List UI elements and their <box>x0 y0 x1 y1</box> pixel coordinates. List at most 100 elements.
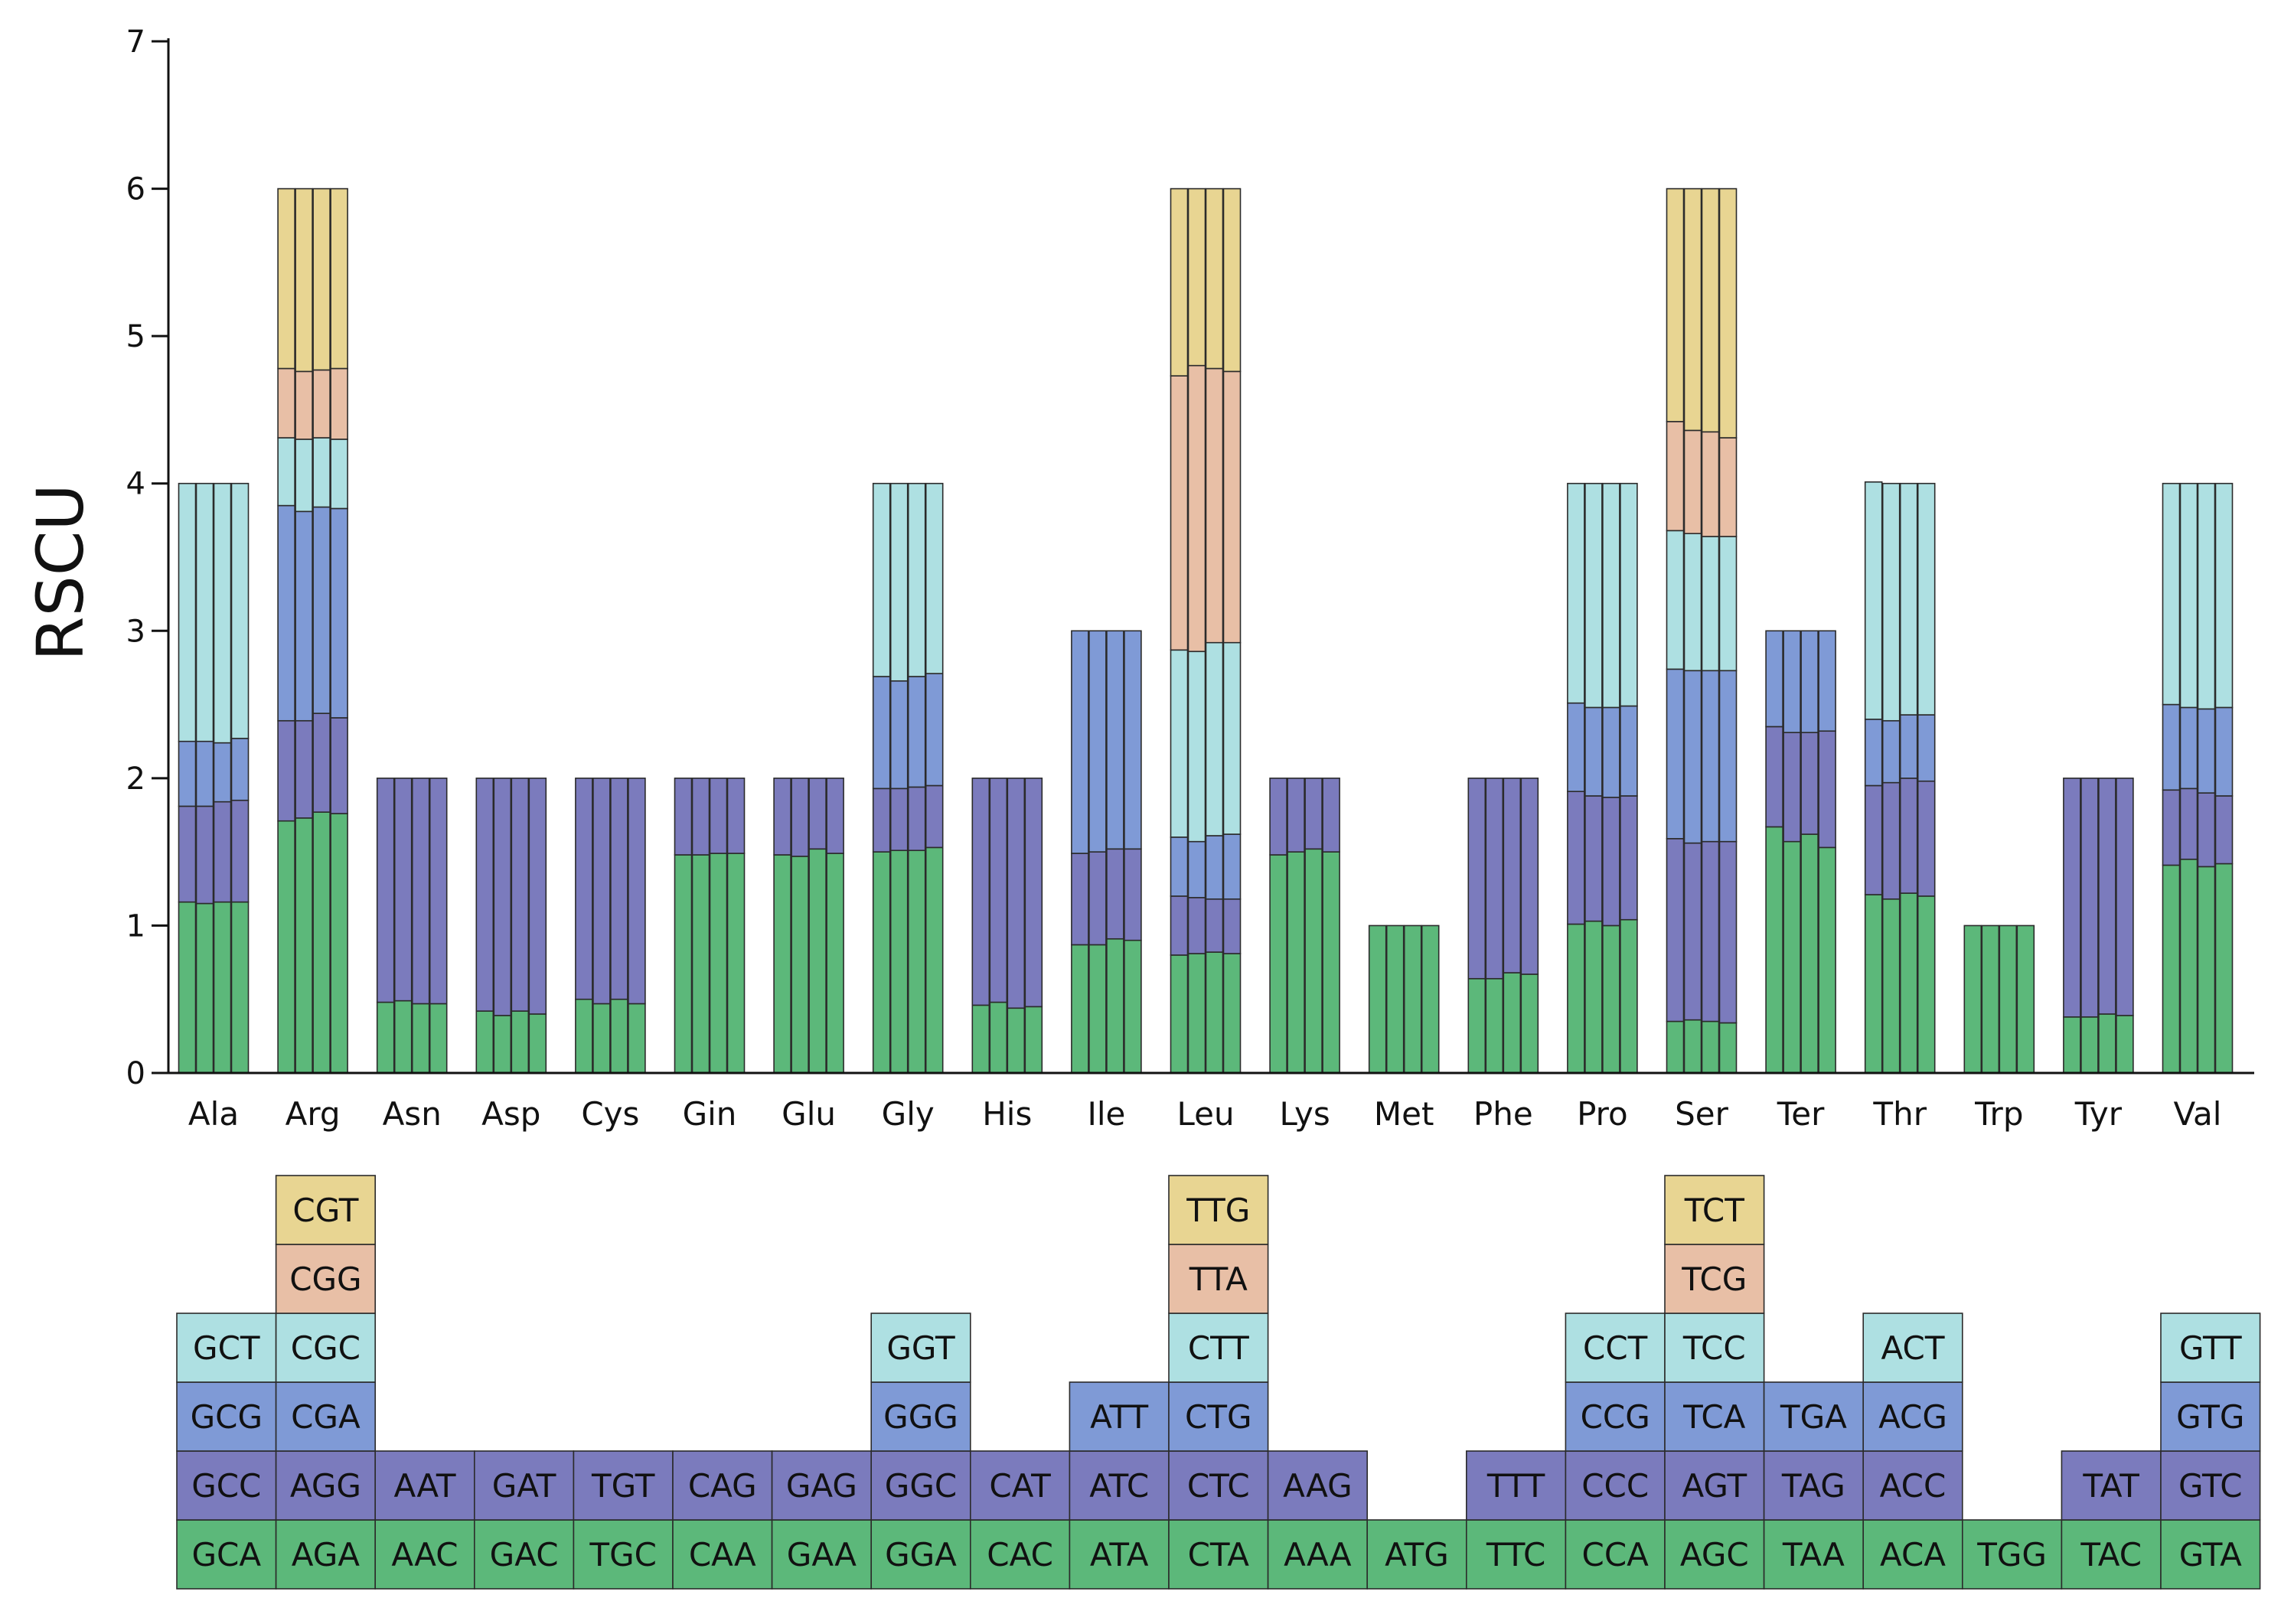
x-tick-label-his: His <box>982 1095 1032 1133</box>
bar-thr-4-act <box>1917 482 1936 716</box>
bar-leu-1-ctc <box>1170 895 1189 956</box>
bar-met-3-atg <box>1403 925 1422 1074</box>
y-tick-label-2: 2 <box>126 761 145 797</box>
bar-ala-1-gca <box>178 901 197 1074</box>
bar-thr-4-acc <box>1917 780 1936 897</box>
bar-arg-4-aga <box>330 813 348 1074</box>
bar-pro-1-ccc <box>1567 791 1585 925</box>
bar-arg-1-aga <box>277 820 295 1074</box>
x-tick-label-cys: Cys <box>581 1095 639 1133</box>
bar-val-1-gtc <box>2162 789 2181 866</box>
bar-asn-2-aac <box>393 1000 413 1074</box>
codon-cell-tca <box>1664 1381 1765 1452</box>
codon-cell-cga <box>275 1381 377 1452</box>
codon-cell-tct <box>1664 1175 1765 1245</box>
bar-ile-3-att <box>1106 630 1124 850</box>
bar-val-1-gtg <box>2162 703 2181 791</box>
codon-cell-acc <box>1862 1450 1963 1521</box>
bar-ile-4-ata <box>1124 939 1142 1074</box>
codon-cell-acg <box>1862 1381 1963 1452</box>
bar-tyr-4-tat <box>2116 778 2134 1016</box>
bar-cys-4-tgt <box>628 778 646 1005</box>
bar-arg-1-agg <box>277 719 295 822</box>
bar-pro-3-ccg <box>1602 706 1620 798</box>
bar-ile-2-ata <box>1088 944 1107 1074</box>
codon-label-cga: CGA <box>291 1398 361 1436</box>
bar-met-1-atg <box>1368 925 1387 1074</box>
codon-label-gta: GTA <box>2179 1536 2242 1573</box>
bar-gly-2-gga <box>889 850 909 1074</box>
bar-thr-1-acg <box>1864 719 1883 787</box>
bar-arg-4-cgc <box>330 439 348 510</box>
codon-cell-tgt <box>573 1450 674 1521</box>
codon-label-aga: AGA <box>292 1536 361 1573</box>
bar-leu-3-tta <box>1205 367 1224 644</box>
codon-label-tat: TAT <box>2082 1467 2139 1505</box>
codon-label-gga: GGA <box>885 1536 957 1573</box>
bar-thr-1-acc <box>1864 784 1883 895</box>
bar-val-2-gta <box>2179 858 2198 1074</box>
bar-gly-3-ggc <box>907 786 926 852</box>
bar-phe-2-ttt <box>1485 778 1504 980</box>
codon-label-gcg: GCG <box>191 1398 263 1436</box>
codon-cell-gta <box>2160 1519 2261 1590</box>
bar-tyr-2-tat <box>2080 778 2099 1018</box>
codon-label-cgc: CGC <box>291 1329 361 1367</box>
bar-arg-2-cgt <box>295 188 313 373</box>
bar-ter-4-taa <box>1818 846 1836 1074</box>
codon-cell-att <box>1069 1381 1170 1452</box>
codon-cell-tta <box>1168 1244 1269 1314</box>
bar-lys-4-aaa <box>1322 851 1340 1074</box>
bar-trp-1-tgg <box>1963 925 1982 1074</box>
bar-ala-2-gcc <box>195 805 214 905</box>
bar-pro-1-cct <box>1567 482 1585 704</box>
bar-tyr-1-tat <box>2063 778 2081 1018</box>
bar-ala-4-gcc <box>230 799 250 903</box>
codon-cell-cgg <box>275 1244 377 1314</box>
bar-ser-1-tcg <box>1666 421 1685 532</box>
codon-cell-cat <box>970 1450 1071 1521</box>
bar-leu-3-cta <box>1205 951 1224 1074</box>
bar-val-3-gtt <box>2197 482 2216 710</box>
bar-leu-2-ttg <box>1187 188 1206 367</box>
codon-label-act: ACT <box>1881 1329 1945 1367</box>
bar-val-1-gta <box>2162 864 2181 1074</box>
codon-label-tcg: TCG <box>1681 1260 1747 1298</box>
bar-glu-3-gaa <box>808 848 827 1074</box>
bar-arg-1-cga <box>277 504 295 722</box>
bar-gly-1-ggt <box>872 482 891 677</box>
bar-leu-4-ctg <box>1222 833 1242 900</box>
bar-pro-4-ccc <box>1620 795 1638 921</box>
codon-label-aca: ACA <box>1880 1536 1946 1573</box>
bar-ter-2-tga <box>1783 630 1801 733</box>
bar-ser-2-tct <box>1683 188 1702 432</box>
bar-ala-3-gcg <box>213 742 232 803</box>
codon-label-tga: TGA <box>1780 1398 1847 1436</box>
codon-cell-agc <box>1664 1519 1765 1590</box>
codon-cell-cgc <box>275 1313 377 1383</box>
bar-thr-1-act <box>1864 481 1883 720</box>
bar-his-4-cat <box>1024 778 1043 1008</box>
codon-cell-gat <box>473 1450 575 1521</box>
x-tick-label-ser: Ser <box>1675 1095 1729 1133</box>
codon-cell-aac <box>374 1519 475 1590</box>
codon-label-gat: GAT <box>492 1467 556 1505</box>
bar-pro-4-ccg <box>1620 705 1638 797</box>
codon-label-ata: ATA <box>1090 1536 1149 1573</box>
codon-label-acc: ACC <box>1880 1467 1947 1505</box>
codon-label-cag: CAG <box>688 1467 757 1505</box>
bar-leu-4-ctc <box>1222 898 1242 954</box>
codon-cell-ggt <box>870 1313 971 1383</box>
codon-cell-tcg <box>1664 1244 1765 1314</box>
codon-label-agt: AGT <box>1682 1467 1747 1505</box>
bar-ter-2-taa <box>1783 840 1801 1074</box>
bar-arg-3-cgc <box>312 437 331 508</box>
bar-asp-4-gat <box>528 778 547 1015</box>
codon-cell-gcc <box>176 1450 277 1521</box>
codon-cell-ttg <box>1168 1175 1269 1245</box>
bar-his-1-cat <box>971 778 990 1006</box>
x-tick-label-trp: Trp <box>1974 1095 2023 1133</box>
bar-ala-1-gct <box>178 482 197 742</box>
codon-label-tct: TCT <box>1684 1192 1745 1229</box>
